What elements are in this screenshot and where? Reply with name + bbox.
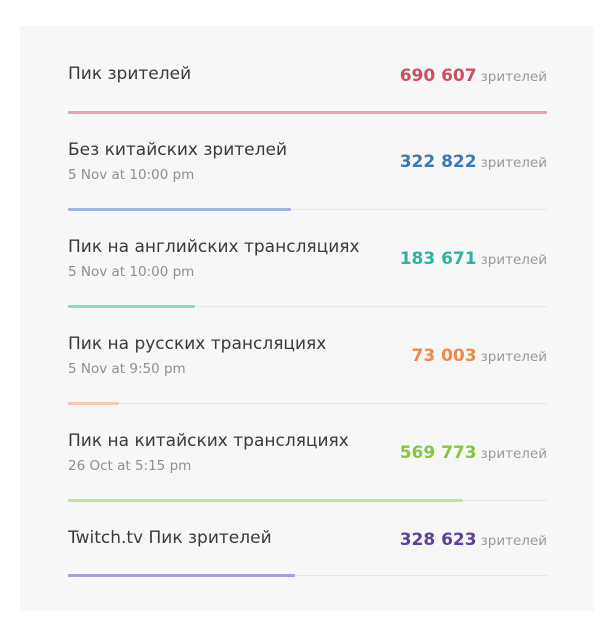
row-divider bbox=[463, 500, 547, 501]
stat-unit: зрителей bbox=[480, 252, 547, 268]
stat-value: 183 671 зрителей bbox=[400, 249, 547, 269]
stat-bar bbox=[68, 574, 295, 577]
stat-timestamp: 5 Nov at 10:00 pm bbox=[68, 264, 195, 280]
stat-value: 569 773 зрителей bbox=[400, 443, 547, 463]
stat-unit: зрителей bbox=[480, 155, 547, 171]
stat-timestamp: 5 Nov at 9:50 pm bbox=[68, 361, 186, 377]
row-divider bbox=[195, 306, 547, 307]
stat-timestamp: 5 Nov at 10:00 pm bbox=[68, 167, 195, 183]
stat-row-twitch-peak: Twitch.tv Пик зрителей 328 623 зрителей bbox=[68, 528, 547, 580]
stat-row-chinese-streams: Пик на китайских трансляциях 26 Oct at 5… bbox=[68, 431, 547, 502]
stat-number: 569 773 bbox=[399, 443, 477, 463]
stat-number: 328 623 bbox=[399, 530, 477, 550]
stat-number: 73 003 bbox=[411, 346, 477, 366]
stat-unit: зрителей bbox=[480, 533, 547, 549]
stat-number: 690 607 bbox=[399, 66, 477, 86]
stat-label: Twitch.tv Пик зрителей bbox=[68, 528, 272, 548]
stat-label: Пик на китайских трансляциях bbox=[68, 431, 349, 451]
stat-unit: зрителей bbox=[480, 349, 547, 365]
row-divider bbox=[295, 575, 547, 576]
stat-unit: зрителей bbox=[480, 69, 547, 85]
stat-label: Без китайских зрителей bbox=[68, 140, 287, 160]
stat-number: 183 671 bbox=[399, 249, 477, 269]
stat-label: Пик на русских трансляциях bbox=[68, 334, 327, 354]
stat-row-russian-streams: Пик на русских трансляциях 5 Nov at 9:50… bbox=[68, 334, 547, 405]
row-divider bbox=[119, 403, 547, 404]
stat-bar bbox=[68, 402, 119, 405]
row-divider bbox=[291, 209, 547, 210]
stat-label: Пик на английских трансляциях bbox=[68, 237, 360, 257]
stat-value: 322 822 зрителей bbox=[400, 152, 547, 172]
stat-row-english-streams: Пик на английских трансляциях 5 Nov at 1… bbox=[68, 237, 547, 308]
stat-unit: зрителей bbox=[480, 446, 547, 462]
stats-card: Пик зрителей 690 607 зрителей Без китайск… bbox=[20, 26, 594, 611]
stat-value: 73 003 зрителей bbox=[412, 346, 547, 366]
stat-value: 690 607 зрителей bbox=[400, 66, 547, 86]
stat-row-without-chinese: Без китайских зрителей 5 Nov at 10:00 pm… bbox=[68, 140, 547, 211]
stat-bar bbox=[68, 305, 195, 308]
stat-timestamp: 26 Oct at 5:15 pm bbox=[68, 458, 192, 474]
stat-value: 328 623 зрителей bbox=[400, 530, 547, 550]
stat-bar bbox=[68, 208, 291, 211]
stat-bar bbox=[68, 111, 547, 114]
stat-label: Пик зрителей bbox=[68, 64, 192, 84]
stat-number: 322 822 bbox=[399, 152, 477, 172]
stat-row-peak-viewers: Пик зрителей 690 607 зрителей bbox=[68, 64, 547, 116]
stat-bar bbox=[68, 499, 463, 502]
